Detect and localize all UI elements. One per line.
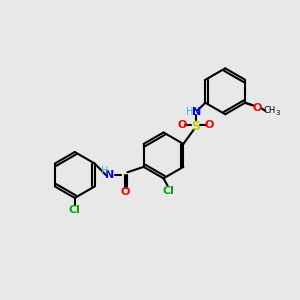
Text: H: H [101,166,108,176]
Text: O: O [177,120,187,130]
Text: O: O [120,187,129,197]
Text: O: O [253,103,262,113]
Text: N: N [105,170,115,180]
Text: CH: CH [263,106,275,116]
Text: 3: 3 [275,110,280,116]
Text: Cl: Cl [163,185,175,196]
Text: H: H [186,106,194,116]
Text: N: N [192,106,202,116]
Text: Cl: Cl [69,205,81,215]
Text: S: S [191,120,200,133]
Text: O: O [204,120,214,130]
